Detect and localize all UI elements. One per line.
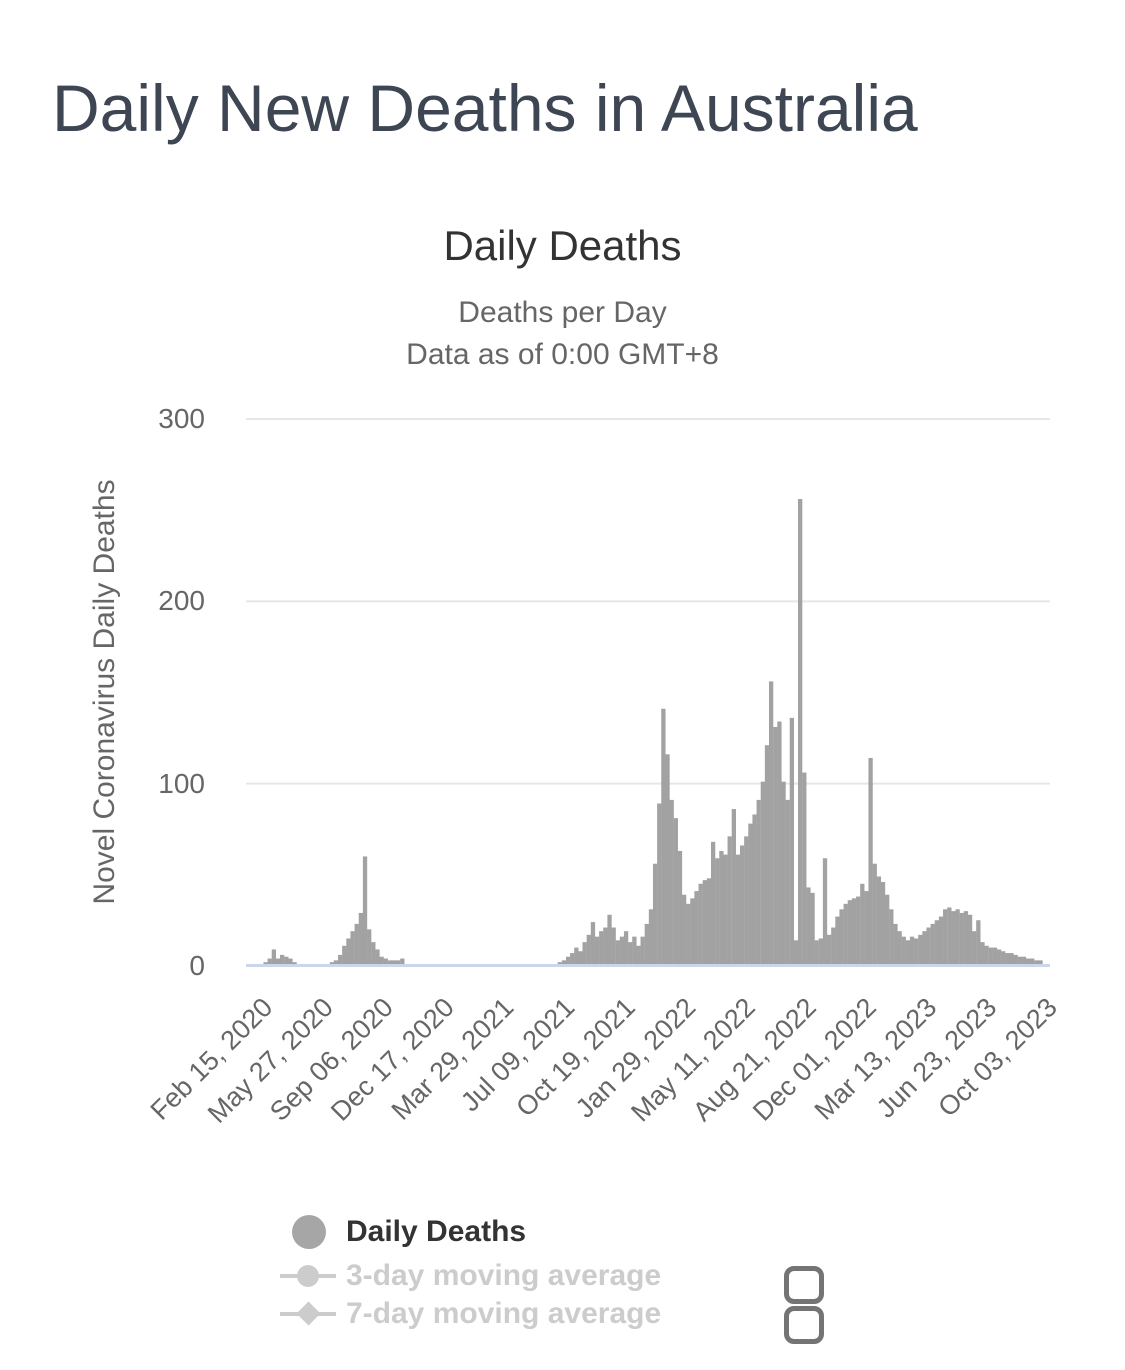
legend-label-7day-average: 7-day moving average bbox=[346, 1297, 662, 1330]
y-tick-label: 200 bbox=[158, 585, 205, 617]
page-title: Daily New Deaths in Australia bbox=[52, 71, 918, 146]
checkbox-7day-average[interactable] bbox=[784, 1306, 824, 1344]
y-tick-label: 100 bbox=[158, 767, 205, 799]
legend-item-7day-average[interactable]: 7-day moving average bbox=[276, 1294, 661, 1334]
checkbox-3day-average[interactable] bbox=[784, 1266, 824, 1304]
line-circle-marker-icon bbox=[276, 1256, 346, 1296]
x-axis-labels: Feb 15, 2020 May 27, 2020 Sep 06, 2020 Dec … bbox=[144, 992, 1063, 1129]
y-tick-label: 0 bbox=[189, 950, 205, 981]
legend-label-daily-deaths: Daily Deaths bbox=[346, 1215, 527, 1248]
line-diamond-marker-icon bbox=[276, 1294, 346, 1334]
circle-marker-icon bbox=[276, 1212, 346, 1252]
y-tick-label: 300 bbox=[158, 403, 205, 434]
chart-subtitle-line1: Deaths per Day bbox=[458, 296, 667, 329]
legend-item-3day-average[interactable]: 3-day moving average bbox=[276, 1256, 661, 1296]
legend-label-3day-average: 3-day moving average bbox=[346, 1259, 662, 1292]
legend-item-daily-deaths[interactable]: Daily Deaths bbox=[276, 1210, 526, 1254]
chart-title: Daily Deaths bbox=[443, 222, 682, 269]
y-axis-labels: 0 100 200 300 bbox=[127, 0, 205, 1000]
chart-subtitle-line2: Data as of 0:00 GMT+8 bbox=[406, 338, 719, 371]
